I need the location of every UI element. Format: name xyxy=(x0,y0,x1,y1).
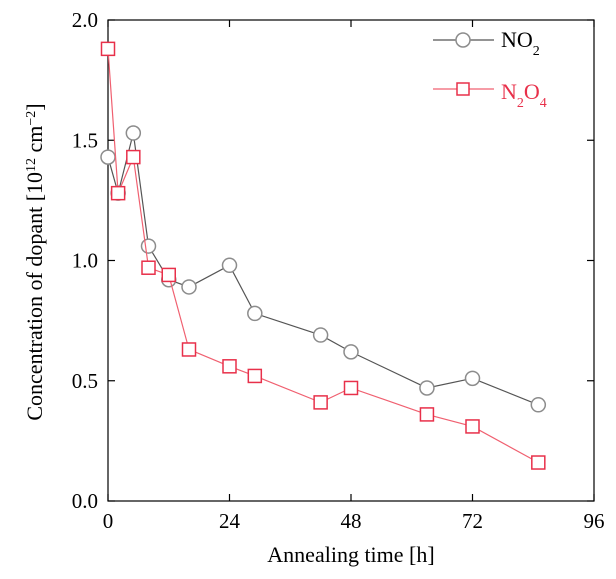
data-point-n2o4 xyxy=(100,41,116,57)
data-point-n2o4 xyxy=(222,359,237,374)
data-point-no2 xyxy=(181,279,197,295)
data-point-no2 xyxy=(247,305,263,322)
legend-label-no2: NO2 xyxy=(501,27,540,59)
plot-area-frame xyxy=(107,19,595,502)
legend-label-n2o4: N2O4 xyxy=(501,79,547,111)
y-axis-title-exp2: −2 xyxy=(24,111,39,126)
x-axis-title: Annealing time [h] xyxy=(267,542,434,567)
legend: NO2 N2O4 xyxy=(433,27,547,111)
data-point-n2o4 xyxy=(247,368,263,384)
series-layer xyxy=(100,41,547,470)
data-point-no2 xyxy=(530,397,547,413)
data-point-n2o4 xyxy=(126,149,141,165)
data-point-no2 xyxy=(343,344,359,360)
x-tick-label: 48 xyxy=(341,509,362,533)
x-tick-label: 0 xyxy=(103,509,114,533)
y-tick-label: 0.5 xyxy=(72,369,98,393)
data-point-n2o4 xyxy=(181,342,197,357)
y-axis-title-exp1: 12 xyxy=(24,158,39,172)
y-tick-label: 1.5 xyxy=(72,128,98,152)
y-axis-title: Concentration of dopant [1012 cm−2] xyxy=(22,103,47,420)
data-point-no2 xyxy=(464,370,481,387)
y-axis-title-mid: cm xyxy=(22,126,47,158)
y-axis-title-main: Concentration of dopant [10 xyxy=(22,172,47,421)
data-point-n2o4 xyxy=(313,395,328,410)
y-axis-title-end: ] xyxy=(22,103,47,110)
data-point-n2o4 xyxy=(465,419,480,434)
y-tick-label: 1.0 xyxy=(72,249,98,273)
x-tick-label: 24 xyxy=(219,509,241,533)
legend-label-n2o4-s1: 2 xyxy=(517,96,524,111)
series-n2o4 xyxy=(100,41,546,470)
y-axis-ticks: 0.0 0.5 1.0 1.5 2.0 xyxy=(72,8,594,513)
y-tick-label: 2.0 xyxy=(72,8,98,32)
legend-label-n2o4-b2: O xyxy=(524,79,540,104)
data-point-n2o4 xyxy=(531,455,546,470)
legend-marker-n2o4 xyxy=(456,82,470,96)
x-axis-ticks: 0 24 48 72 96 xyxy=(103,20,605,533)
legend-entry-n2o4: N2O4 xyxy=(433,79,547,111)
data-point-n2o4 xyxy=(419,407,435,422)
data-point-n2o4 xyxy=(161,267,176,283)
data-point-n2o4 xyxy=(141,260,156,275)
data-point-no2 xyxy=(140,238,157,254)
data-point-no2 xyxy=(100,149,116,165)
data-point-no2 xyxy=(125,125,142,141)
data-point-n2o4 xyxy=(343,380,359,396)
x-tick-label: 72 xyxy=(462,509,483,533)
x-tick-label: 96 xyxy=(584,509,605,533)
legend-label-no2-base: NO xyxy=(501,27,533,52)
legend-label-n2o4-b1: N xyxy=(501,79,517,104)
legend-label-no2-sub: 2 xyxy=(533,44,540,59)
data-point-no2 xyxy=(221,257,238,274)
legend-label-n2o4-s2: 4 xyxy=(540,96,547,111)
data-point-n2o4 xyxy=(110,185,126,201)
legend-marker-no2 xyxy=(455,32,471,48)
data-point-no2 xyxy=(419,380,435,396)
y-tick-label: 0.0 xyxy=(72,489,98,513)
legend-entry-no2: NO2 xyxy=(433,27,540,59)
data-point-no2 xyxy=(312,327,329,343)
